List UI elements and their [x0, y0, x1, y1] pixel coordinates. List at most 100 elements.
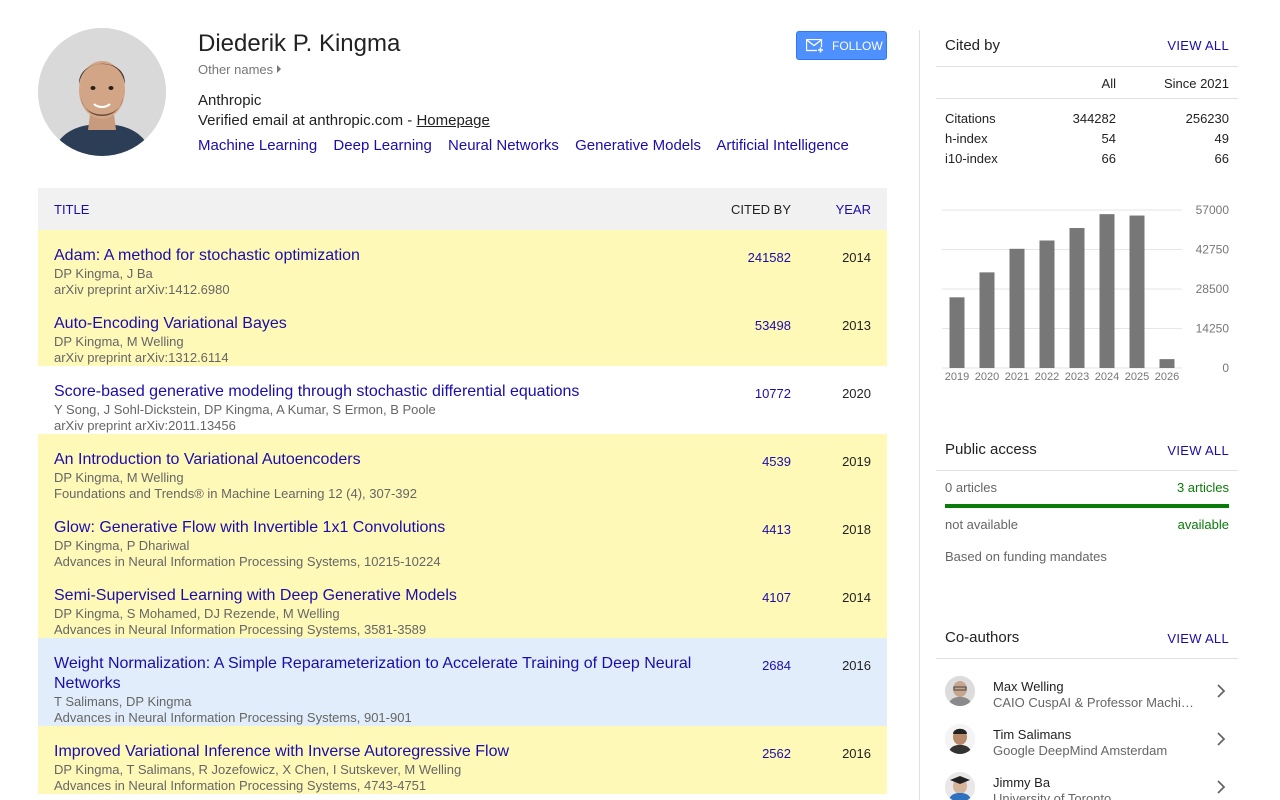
cited-by-view-all[interactable]: VIEW ALL — [1167, 38, 1229, 53]
interest-artificial-intelligence[interactable]: Artificial Intelligence — [716, 137, 849, 154]
interest-deep-learning[interactable]: Deep Learning — [333, 137, 432, 154]
chart-xtick-label: 2026 — [1155, 371, 1179, 383]
chart-bar-2024[interactable] — [1099, 214, 1115, 368]
article-cited-by[interactable]: 4539 — [762, 454, 791, 469]
article-venue: Advances in Neural Information Processin… — [54, 778, 427, 793]
article-cited-by[interactable]: 2562 — [762, 746, 791, 761]
article-row: Weight Normalization: A Simple Reparamet… — [38, 638, 887, 726]
not-available-label: not available — [945, 517, 1018, 532]
article-title[interactable]: Adam: A method for stochastic optimizati… — [54, 247, 360, 264]
divider — [936, 98, 1238, 99]
public-access-bar — [945, 504, 1229, 508]
article-row: An Introduction to Variational Autoencod… — [38, 434, 887, 502]
coauthor-item[interactable]: Jimmy Ba University of Toronto — [936, 768, 1238, 800]
article-title[interactable]: Semi-Supervised Learning with Deep Gener… — [54, 587, 457, 604]
article-venue: Foundations and Trends® in Machine Learn… — [54, 486, 417, 501]
article-title[interactable]: Score-based generative modeling through … — [54, 383, 580, 400]
chart-bar-2019[interactable] — [949, 297, 965, 368]
article-authors: T Salimans, DP Kingma — [54, 694, 192, 709]
article-year: 2018 — [842, 522, 871, 537]
chart-bar-2020[interactable] — [979, 272, 995, 368]
article-year: 2016 — [842, 658, 871, 673]
other-names-toggle[interactable]: Other names — [198, 62, 282, 77]
article-cited-by[interactable]: 2684 — [762, 658, 791, 673]
metric-since: 66 — [1214, 151, 1229, 166]
cited-by-title: Cited by — [945, 37, 1001, 54]
coauthors-view-all[interactable]: VIEW ALL — [1167, 631, 1229, 646]
chart-ytick-label: 28500 — [1196, 282, 1230, 296]
chart-xtick-label: 2021 — [1005, 371, 1029, 383]
article-row: Adam: A method for stochastic optimizati… — [38, 230, 887, 298]
article-authors: DP Kingma, M Welling — [54, 470, 184, 485]
interest-generative-models[interactable]: Generative Models — [575, 137, 701, 154]
col-since-header: Since 2021 — [1163, 76, 1229, 91]
sort-by-year[interactable]: YEAR — [835, 202, 871, 217]
article-authors: Y Song, J Sohl-Dickstein, DP Kingma, A K… — [54, 402, 436, 417]
chart-xtick-label: 2024 — [1095, 371, 1119, 383]
available-label: available — [1177, 517, 1229, 532]
citations-per-year-chart: 57000 42750 28500 14250 0 2019 2020 2021 2022 202… — [942, 203, 1230, 383]
article-authors: DP Kingma, P Dhariwal — [54, 538, 190, 553]
interest-machine-learning[interactable]: Machine Learning — [198, 137, 318, 154]
article-year: 2014 — [842, 590, 871, 605]
chart-bar-2025[interactable] — [1129, 215, 1145, 368]
article-venue: Advances in Neural Information Processin… — [54, 554, 441, 569]
follow-button[interactable]: FOLLOW — [796, 31, 887, 60]
coauthor-name: Tim Salimans — [993, 727, 1072, 742]
chart-xtick-label: 2023 — [1065, 371, 1089, 383]
chart-bar-2026[interactable] — [1159, 359, 1175, 368]
metric-all: 344282 — [1072, 111, 1116, 126]
article-title[interactable]: An Introduction to Variational Autoencod… — [54, 451, 361, 468]
coauthors-title: Co-authors — [945, 629, 1020, 646]
verified-email: Verified email at anthropic.com - Homepa… — [198, 112, 490, 129]
not-available-count: 0 articles — [945, 480, 998, 495]
research-interests: Machine Learning Deep Learning Neural Ne… — [198, 137, 861, 154]
article-venue: arXiv preprint arXiv:1412.6980 — [54, 282, 230, 297]
divider — [936, 470, 1238, 471]
homepage-link[interactable]: Homepage — [416, 112, 490, 129]
article-authors: DP Kingma, S Mohamed, DJ Rezende, M Well… — [54, 606, 340, 621]
col-all-header: All — [1101, 76, 1116, 91]
article-cited-by[interactable]: 4413 — [762, 522, 791, 537]
coauthor-name: Max Welling — [993, 679, 1064, 694]
article-venue: arXiv preprint arXiv:2011.13456 — [54, 418, 236, 433]
article-cited-by[interactable]: 4107 — [762, 590, 791, 605]
profile-name: Diederik P. Kingma — [198, 30, 401, 57]
article-title[interactable]: Auto-Encoding Variational Bayes — [54, 315, 287, 332]
article-cited-by[interactable]: 10772 — [754, 386, 791, 401]
sort-by-title[interactable]: TITLE — [54, 202, 90, 217]
available-count: 3 articles — [1176, 480, 1229, 495]
coauthor-item[interactable]: Tim Salimans Google DeepMind Amsterdam — [936, 720, 1238, 768]
divider — [936, 658, 1238, 659]
metric-label: Citations — [945, 111, 996, 126]
article-venue: Advances in Neural Information Processin… — [54, 710, 412, 725]
chart-ytick-label: 57000 — [1196, 203, 1230, 217]
public-access-view-all[interactable]: VIEW ALL — [1167, 443, 1229, 458]
other-names-label: Other names — [198, 62, 274, 77]
follow-label: FOLLOW — [832, 38, 883, 53]
chart-bar-2022[interactable] — [1039, 240, 1055, 368]
chart-bar-2021[interactable] — [1009, 248, 1025, 368]
chevron-right-icon — [1217, 732, 1226, 746]
article-title[interactable]: Glow: Generative Flow with Invertible 1x… — [54, 519, 446, 536]
interest-neural-networks[interactable]: Neural Networks — [448, 137, 559, 154]
article-title[interactable]: Weight Normalization: A Simple Reparamet… — [54, 655, 692, 692]
article-venue: arXiv preprint arXiv:1312.6114 — [54, 350, 229, 365]
coauthor-item[interactable]: Max Welling CAIO CuspAI & Professor Mach… — [936, 672, 1238, 720]
article-venue: Advances in Neural Information Processin… — [54, 622, 427, 637]
article-year: 2019 — [842, 454, 871, 469]
metric-label: i10-index — [945, 151, 998, 166]
article-authors: DP Kingma, T Salimans, R Jozefowicz, X C… — [54, 762, 462, 777]
article-cited-by[interactable]: 241582 — [747, 250, 791, 265]
sort-by-cited[interactable]: CITED BY — [731, 202, 791, 217]
article-authors: DP Kingma, M Welling — [54, 334, 184, 349]
article-title[interactable]: Improved Variational Inference with Inve… — [54, 743, 510, 760]
chart-ytick-label: 14250 — [1196, 322, 1230, 336]
chart-xtick-label: 2020 — [975, 371, 999, 383]
article-row: Auto-Encoding Variational Bayes DP Kingm… — [38, 298, 887, 366]
article-year: 2016 — [842, 746, 871, 761]
chart-bar-2023[interactable] — [1069, 228, 1085, 368]
metric-label: h-index — [945, 131, 988, 146]
article-cited-by[interactable]: 53498 — [754, 318, 791, 333]
sidebar-divider — [919, 30, 920, 800]
